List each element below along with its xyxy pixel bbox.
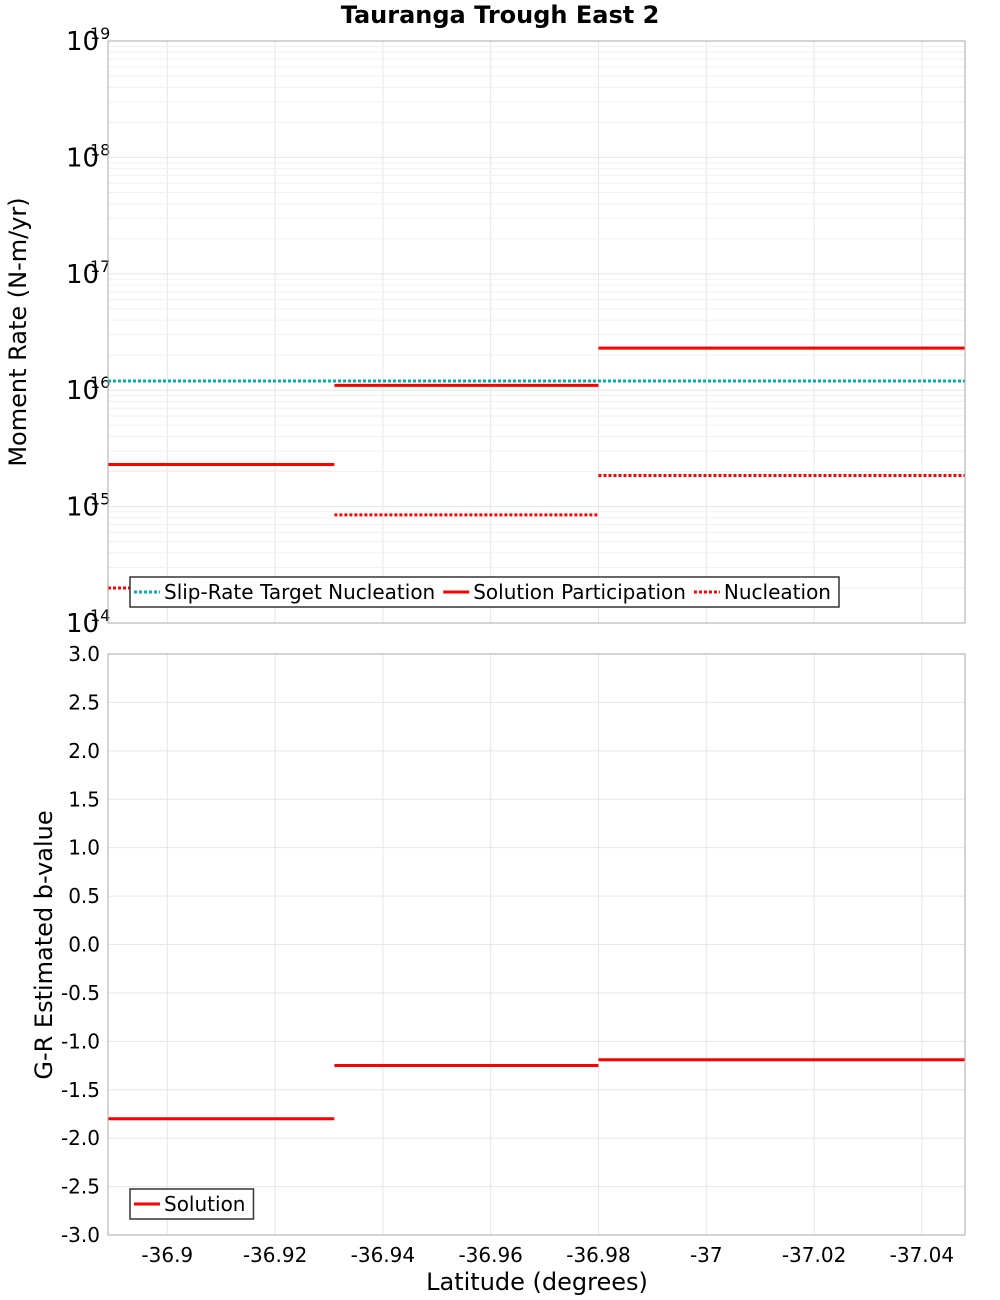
x-tick-label: -37.02 bbox=[782, 1243, 846, 1267]
bottom-y-tick-label: -0.5 bbox=[61, 981, 100, 1005]
bottom-y-tick-label: -2.0 bbox=[61, 1126, 100, 1150]
top-legend: Slip-Rate Target Nucleation Solution Part… bbox=[129, 576, 840, 608]
bottom-y-tick-label: 1.5 bbox=[68, 787, 100, 811]
bottom-y-tick-label: -3.0 bbox=[61, 1223, 100, 1247]
bottom-y-tick-label: 0.5 bbox=[68, 884, 100, 908]
x-tick-label: -36.96 bbox=[458, 1243, 522, 1267]
top-y-axis-label: Moment Rate (N-m/yr) bbox=[4, 197, 32, 466]
top-legend-label: Solution Participation bbox=[473, 580, 686, 604]
top-legend-label: Slip-Rate Target Nucleation bbox=[164, 580, 435, 604]
bottom-y-tick-label: -1.5 bbox=[61, 1078, 100, 1102]
top-y-tick-exponent: 19 bbox=[90, 24, 110, 43]
top-plot-frame bbox=[107, 40, 966, 624]
top-y-tick-base: 10 bbox=[66, 27, 99, 57]
bottom-y-tick-label: 0.0 bbox=[68, 933, 100, 957]
bottom-y-tick-label: -1.0 bbox=[61, 1029, 100, 1053]
top-y-tick-exponent: 17 bbox=[90, 257, 110, 276]
bottom-y-tick-label: -2.5 bbox=[61, 1175, 100, 1199]
bottom-y-axis-label: G-R Estimated b-value bbox=[30, 810, 58, 1079]
b-value-panel: -36.9 -36.92 -36.94 -36.96 -36.98 -37 -37.02 -3… bbox=[61, 642, 966, 1267]
bottom-plot-frame bbox=[107, 653, 966, 1236]
bottom-legend-label: Solution bbox=[164, 1192, 245, 1216]
x-tick-label: -37 bbox=[690, 1243, 723, 1267]
top-y-tick-base: 10 bbox=[66, 376, 99, 406]
top-y-tick-base: 10 bbox=[66, 493, 99, 523]
top-y-tick-base: 10 bbox=[66, 609, 99, 639]
x-tick-label: -36.98 bbox=[566, 1243, 630, 1267]
top-y-tick-base: 10 bbox=[66, 143, 99, 173]
top-y-tick-exponent: 14 bbox=[90, 606, 110, 625]
top-legend-box bbox=[129, 576, 840, 608]
top-y-tick-exponent: 18 bbox=[90, 140, 110, 159]
bottom-y-tick-label: 3.0 bbox=[68, 642, 100, 666]
top-legend-label: Nucleation bbox=[724, 580, 831, 604]
top-y-tick-exponent: 15 bbox=[90, 490, 110, 509]
x-axis-label: Latitude (degrees) bbox=[426, 1268, 648, 1296]
top-y-tick-base: 10 bbox=[66, 260, 99, 290]
x-tick-label: -36.9 bbox=[141, 1243, 193, 1267]
x-tick-label: -37.04 bbox=[890, 1243, 954, 1267]
bottom-y-tick-label: 2.5 bbox=[68, 690, 100, 714]
x-tick-label: -36.92 bbox=[243, 1243, 307, 1267]
bottom-legend: Solution bbox=[129, 1188, 255, 1220]
chart-title: Tauranga Trough East 2 bbox=[341, 1, 660, 29]
bottom-y-tick-label: 1.0 bbox=[68, 836, 100, 860]
x-tick-label: -36.94 bbox=[351, 1243, 415, 1267]
top-y-tick-exponent: 16 bbox=[90, 373, 110, 392]
bottom-y-tick-label: 2.0 bbox=[68, 739, 100, 763]
